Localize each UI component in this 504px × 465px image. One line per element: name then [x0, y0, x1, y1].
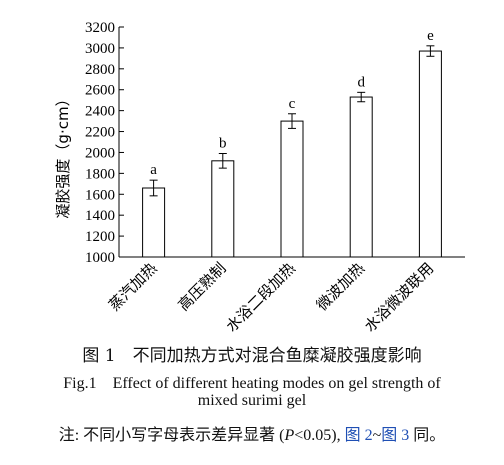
figure-caption-cn: 图 1 不同加热方式对混合鱼糜凝胶强度影响	[82, 346, 422, 366]
significance-letter: d	[357, 74, 365, 90]
y-tick-label: 1800	[85, 166, 115, 182]
significance-letter: a	[150, 162, 157, 178]
note-figure-ref-3[interactable]: 图 3	[381, 427, 410, 444]
y-tick-label: 2000	[85, 145, 115, 161]
significance-letter: c	[289, 96, 296, 112]
y-tick-label: 1000	[85, 250, 115, 266]
x-tick-label: 水浴二段加热	[222, 259, 298, 335]
note-threshold: <0.05),	[294, 427, 345, 444]
y-tick-label: 1600	[85, 187, 115, 203]
y-tick-label: 3200	[85, 20, 115, 36]
x-tick-label: 水浴微波联用	[361, 259, 437, 335]
figure-note: 注: 不同小写字母表示差异显著 (P<0.05), 图 2~图 3 同。	[0, 421, 504, 445]
y-tick-label: 1400	[85, 208, 115, 224]
note-tilde: ~	[372, 427, 382, 444]
bar-chart: 1000 1200 1400 1600 1800 2000 2200 2400 2600 2800…	[54, 20, 465, 335]
significance-letter: e	[427, 28, 434, 44]
y-tick-label: 3000	[85, 41, 115, 57]
bar	[349, 96, 373, 258]
x-tick-label: 高压熟制	[174, 259, 229, 314]
bar	[418, 50, 442, 258]
bar	[211, 160, 235, 258]
y-tick-label: 2800	[85, 62, 115, 78]
x-tick-label: 蒸汽加热	[105, 259, 160, 314]
y-axis-label: 凝胶强度（g·cm）	[54, 91, 72, 218]
note-figure-ref-2[interactable]: 图 2	[344, 427, 373, 444]
note-prefix: 注: 不同小写字母表示差异显著 (	[58, 427, 285, 444]
note-suffix: 同。	[409, 427, 446, 444]
y-tick-label: 1200	[85, 229, 115, 245]
y-tick-label: 2600	[85, 83, 115, 99]
bar	[280, 120, 304, 258]
y-axis-ticks: 1000 1200 1400 1600 1800 2000 2200 2400 2600 2800…	[85, 20, 124, 266]
y-tick-label: 2200	[85, 125, 115, 141]
significance-letter: b	[219, 136, 227, 152]
x-tick-label: 微波加热	[313, 259, 368, 314]
figure-caption-en-line2: mixed surimi gel	[197, 392, 307, 409]
figure-caption-en-line1: Fig.1 Effect of different heating modes …	[63, 375, 441, 392]
note-p-symbol: P	[284, 427, 295, 444]
bars: a b c d e	[142, 28, 442, 258]
bar	[142, 187, 166, 258]
y-tick-label: 2400	[85, 104, 115, 120]
